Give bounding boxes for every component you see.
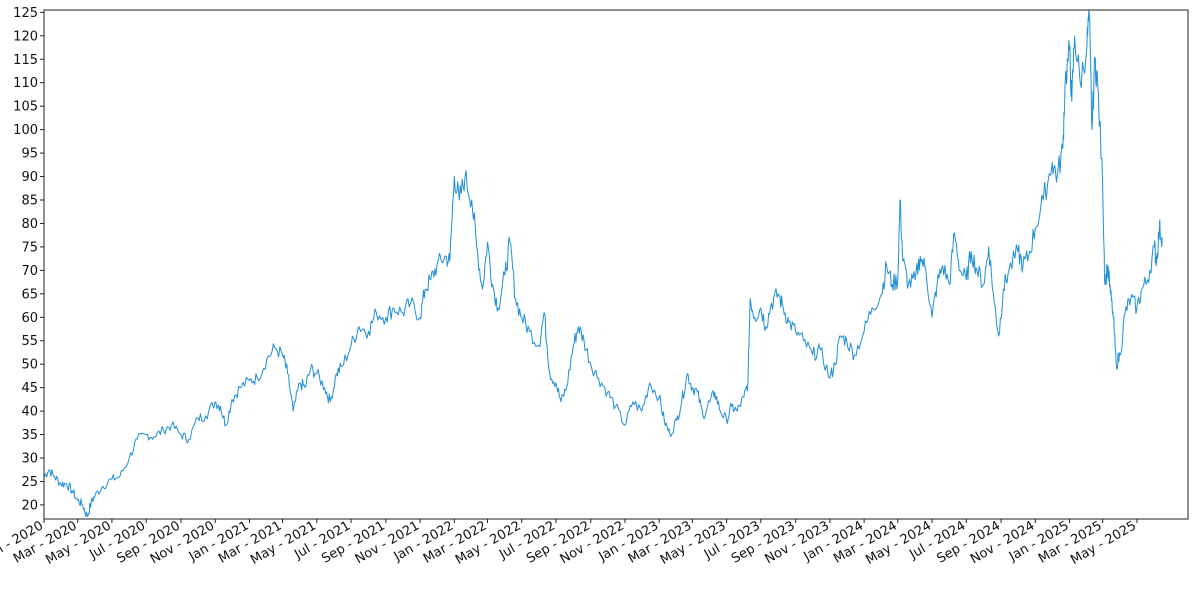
y-tick-label: 75 [21, 240, 38, 255]
y-tick-label: 80 [21, 217, 38, 232]
y-tick-label: 110 [13, 76, 38, 91]
price-series-line [43, 9, 1163, 518]
y-tick-label: 115 [13, 53, 38, 68]
y-tick-label: 100 [13, 123, 38, 138]
y-tick-label: 65 [21, 287, 38, 302]
y-tick-label: 45 [21, 381, 38, 396]
y-tick-label: 30 [21, 452, 38, 467]
y-tick-label: 60 [21, 311, 38, 326]
y-axis: 20 25 30 35 40 45 50 55 60 65 70 75 80 85 90 95 100 105 11… [13, 6, 44, 513]
y-tick-label: 95 [21, 147, 38, 162]
y-tick-label: 55 [21, 334, 38, 349]
y-tick-label: 70 [21, 264, 38, 279]
plot-area-frame [43, 9, 1189, 520]
y-tick-label: 20 [21, 498, 38, 513]
series-layer [43, 9, 1163, 518]
y-tick-label: 125 [13, 6, 38, 21]
y-tick-label: 50 [21, 358, 38, 373]
y-tick-label: 120 [13, 29, 38, 44]
y-tick-label: 35 [21, 428, 38, 443]
y-tick-label: 40 [21, 405, 38, 420]
y-tick-label: 105 [13, 100, 38, 115]
y-tick-label: 90 [21, 170, 38, 185]
y-tick-label: 25 [21, 475, 38, 490]
y-tick-label: 85 [21, 193, 38, 208]
